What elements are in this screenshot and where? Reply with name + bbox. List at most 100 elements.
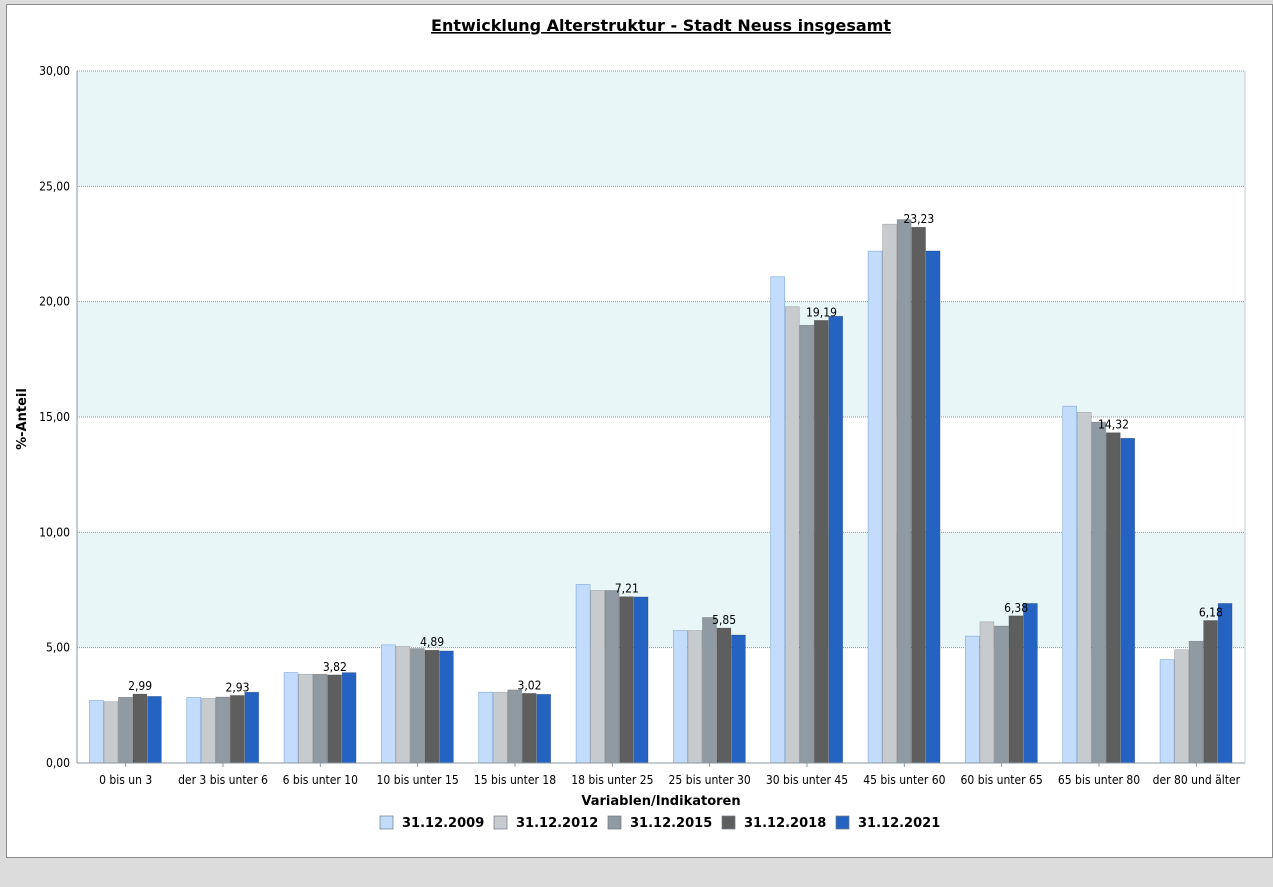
legend-swatch [835, 815, 850, 830]
bars [89, 219, 1233, 764]
bar [283, 672, 299, 764]
bar [784, 306, 800, 764]
bar-chart: Entwicklung Alterstruktur - Stadt Neuss … [15, 16, 1246, 831]
bar [813, 320, 829, 764]
legend-swatch [607, 815, 622, 830]
bar [536, 693, 552, 764]
y-tick-label: 25,00 [39, 179, 70, 193]
bar [1105, 432, 1121, 764]
x-tick-label: 6 bis unter 10 [283, 773, 358, 787]
bar [1091, 421, 1107, 764]
axes [76, 71, 1246, 764]
bar [229, 695, 245, 764]
x-tick-label: 25 bis unter 30 [669, 773, 751, 787]
legend: 31.12.2009 31.12.2012 31.12.2015 31.12.2018… [379, 815, 940, 831]
x-tick-label: 60 bis unter 65 [961, 773, 1043, 787]
x-tick-label: 0 bis un 3 [99, 773, 152, 787]
data-label: 6,38 [1004, 601, 1028, 615]
x-tick-label: 15 bis unter 18 [474, 773, 556, 787]
data-label: 3,82 [323, 660, 347, 674]
chart-frame: Entwicklung Alterstruktur - Stadt Neuss … [6, 4, 1273, 858]
x-tick-label: der 80 und älter [1153, 773, 1241, 787]
bar [673, 630, 688, 764]
bar [716, 627, 732, 764]
bar [186, 697, 202, 764]
y-tick-label: 5,00 [46, 641, 70, 655]
bar [1188, 640, 1204, 764]
bar [1217, 603, 1233, 764]
bar [633, 596, 649, 764]
x-tick-label: 45 bis unter 60 [863, 773, 945, 787]
bar [147, 696, 162, 764]
legend-swatch [379, 815, 394, 830]
bar [911, 226, 926, 764]
bar [118, 696, 133, 764]
bar [89, 700, 104, 764]
x-tick-label: 65 bis unter 80 [1058, 773, 1140, 787]
legend-label: 31.12.2018 [744, 816, 826, 831]
bar [1159, 659, 1175, 764]
x-tick-label: 18 bis unter 25 [571, 773, 653, 787]
y-tick-labels: 0,00 5,00 10,00 15,00 20,00 25,00 30,00 [39, 64, 70, 770]
bar [828, 315, 844, 764]
x-axis-title: Variablen/Indikatoren [581, 794, 740, 809]
bar [395, 646, 411, 764]
data-label: 7,21 [615, 582, 639, 596]
bar [341, 672, 357, 764]
bar [424, 649, 440, 764]
bar [244, 691, 260, 764]
bar [1008, 615, 1024, 764]
x-tick-labels: 0 bis un 3 der 3 bis unter 6 6 bis unter 1… [99, 763, 1241, 787]
bar [799, 324, 815, 764]
plot-band [77, 186, 1245, 302]
bar [410, 648, 425, 764]
legend-label: 31.12.2015 [630, 816, 712, 831]
bar [965, 635, 980, 764]
plot-band [77, 301, 1245, 417]
plot-band [77, 532, 1245, 648]
bar [770, 276, 786, 764]
bar [575, 584, 591, 764]
bar [521, 693, 537, 764]
bar [882, 223, 897, 764]
y-tick-label: 30,00 [39, 64, 70, 78]
x-tick-label: 10 bis unter 15 [377, 773, 459, 787]
y-axis-title: %-Anteil [15, 388, 30, 450]
bar [298, 673, 313, 764]
y-tick-label: 15,00 [39, 410, 70, 424]
bar [1023, 603, 1038, 764]
data-label: 4,89 [420, 635, 444, 649]
legend-swatch [493, 815, 508, 830]
bar [132, 693, 148, 764]
data-label: 3,02 [517, 678, 541, 692]
bar [215, 696, 231, 764]
plot-band [77, 71, 1245, 187]
y-tick-label: 10,00 [39, 525, 70, 539]
data-label: 2,93 [225, 680, 249, 694]
legend-label: 31.12.2021 [858, 816, 940, 831]
bar [687, 630, 703, 764]
y-tick-label: 20,00 [39, 295, 70, 309]
data-labels: 2,99 2,93 3,82 4,89 3,02 7,21 5,85 19,19 23,23 6,… [128, 212, 1223, 694]
bar [507, 689, 523, 764]
bar [1174, 649, 1189, 764]
bar [478, 691, 494, 764]
bar [1076, 412, 1092, 764]
plot-band [77, 417, 1245, 533]
data-label: 23,23 [903, 212, 934, 226]
bar [381, 644, 396, 764]
legend-label: 31.12.2009 [402, 816, 484, 831]
x-tick-label: 30 bis unter 45 [766, 773, 848, 787]
bar [103, 701, 119, 764]
legend-swatch [721, 815, 736, 830]
data-label: 5,85 [712, 613, 736, 627]
bar [702, 617, 717, 764]
bar [994, 625, 1009, 764]
data-label: 6,18 [1199, 605, 1223, 619]
data-label: 19,19 [806, 305, 837, 319]
bar [327, 674, 342, 764]
bar [619, 596, 634, 764]
bar [604, 590, 620, 764]
bar [896, 219, 912, 764]
x-tick-label: der 3 bis unter 6 [178, 773, 268, 787]
